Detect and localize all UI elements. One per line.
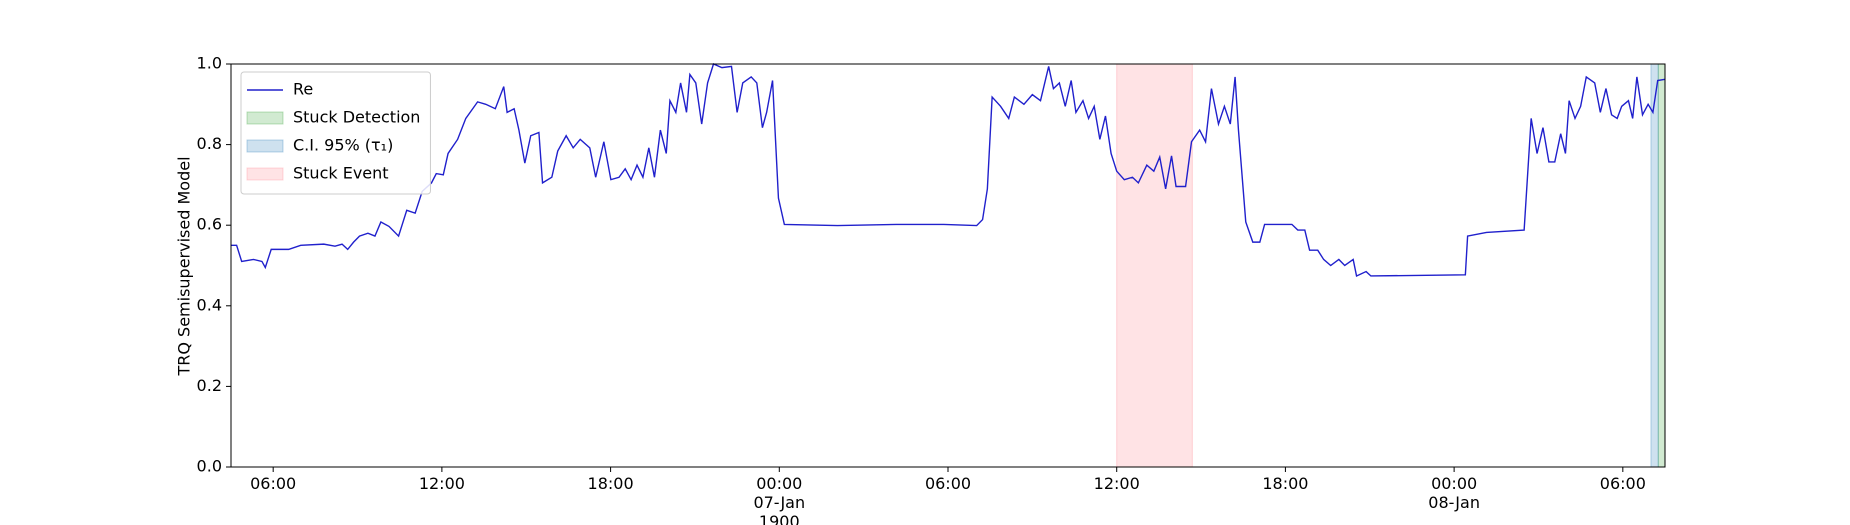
x-tick-label: 18:00 [1262, 474, 1308, 493]
span [1657, 63, 1666, 468]
x-tick-label: 06:00 [925, 474, 971, 493]
y-tick-label: 0.6 [197, 215, 222, 234]
legend-label: C.I. 95% (τ₁) [293, 136, 393, 155]
y-tick-label: 0.8 [197, 134, 222, 153]
x-tick-label: 12:00 [419, 474, 465, 493]
y-tick-label: 0.0 [197, 457, 222, 476]
legend-box [240, 71, 431, 195]
y-tick-label: 0.2 [197, 376, 222, 395]
x-tick-label: 00:00 08-Jan [1428, 474, 1480, 512]
y-axis-label: TRQ Semisupervised Model [175, 156, 194, 376]
span [1116, 63, 1193, 468]
legend-label: Stuck Detection [293, 108, 420, 127]
x-tick-label: 12:00 [1094, 474, 1140, 493]
legend-patch [246, 139, 284, 153]
plot-frame [230, 63, 1666, 468]
legend-patch [246, 111, 284, 125]
y-tick-label: 0.4 [197, 295, 222, 314]
legend: Re Stuck Detection C.I. 95% (τ₁) Stuck Even… [240, 71, 431, 195]
legend-patch [246, 167, 284, 181]
x-tick-label: 06:00 [1600, 474, 1646, 493]
legend-label: Re [293, 80, 313, 99]
x-tick-label: 00:00 07-Jan 1900 [753, 474, 805, 525]
line [231, 63, 1666, 277]
y-tick-label: 1.0 [197, 54, 222, 73]
x-tick-label: 18:00 [588, 474, 634, 493]
x-tick-label: 06:00 [250, 474, 296, 493]
legend-label: Stuck Event [293, 164, 389, 183]
span [1650, 63, 1659, 468]
